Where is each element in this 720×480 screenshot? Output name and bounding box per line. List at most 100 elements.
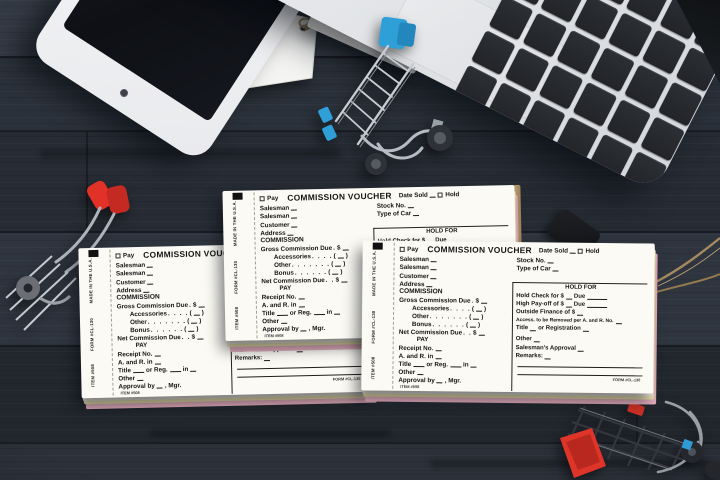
cart-wheel-hub: [23, 283, 33, 293]
hold-check-label: Hold Check for $: [516, 292, 564, 300]
other-label: Other: [118, 375, 136, 383]
pay-label: Pay: [407, 245, 419, 254]
type-of-car-line: [552, 266, 559, 272]
accessories-line: [475, 306, 482, 312]
salesman-label: Salesman: [259, 213, 290, 221]
paren-open: (: [471, 305, 474, 313]
access-line: [615, 319, 622, 325]
due-line: [587, 294, 608, 300]
title-label: Title: [398, 360, 412, 369]
high-payoff-row: High Pay-off of $ Due: [516, 300, 645, 310]
date-sold-label: Date Sold: [398, 191, 428, 200]
customer-line: [291, 222, 298, 228]
dot-leader: .: [471, 297, 475, 305]
gross-label: Gross Commission Due: [399, 296, 471, 305]
mgr-label: , Mgr.: [164, 382, 182, 390]
voucher-body: Pay COMMISSION VOUCHER Date Sold Hold Sa…: [398, 244, 648, 393]
title-short-line: [276, 310, 288, 317]
tablet-home-button: [118, 87, 130, 99]
or-registration-label: or Registration: [538, 325, 581, 333]
in-label: in: [182, 365, 189, 374]
plank-seam: [0, 130, 720, 132]
mini-cart-left: [5, 180, 130, 331]
other2-line: [417, 370, 424, 376]
approval-line: [300, 326, 307, 332]
salesman-label: Salesman: [399, 256, 430, 264]
paren-close: ): [343, 260, 346, 268]
salesman-approval-line: [577, 346, 584, 352]
due-line: [587, 302, 608, 308]
paren-open: (: [187, 317, 190, 325]
salesman-line: [430, 257, 438, 263]
remarks-line: [264, 355, 271, 362]
mini-cart-bottom-right: [560, 400, 720, 479]
receipt-line: [435, 345, 442, 351]
type-of-car-label: Type of Car: [516, 265, 551, 273]
outside-finance-label: Outside Finance of $: [516, 309, 576, 316]
stub-black-mark: [372, 242, 383, 250]
ar-label: A. and R. in: [261, 301, 297, 310]
address-label: Address: [399, 280, 425, 288]
commission-voucher-pad-right: MADE IN THE U.S.A. FORM #CL-130 ITEM #50…: [361, 240, 658, 405]
net-line: [341, 277, 348, 284]
ar-label: A. and R. in: [117, 358, 153, 367]
dot-leader: . . . . . . .: [429, 313, 469, 321]
bonus-label: Bonus: [130, 327, 150, 335]
bonus-label: Bonus: [411, 321, 432, 329]
gross-commission-row: Gross Commission Due . $: [399, 295, 512, 304]
customer-line: [147, 279, 154, 285]
receipt-line: [154, 351, 161, 357]
dot-leader: . .: [325, 277, 335, 285]
dot-leader: . . . . . . .: [291, 260, 331, 269]
address-label: Address: [116, 286, 142, 295]
commission-column: Address COMMISSION Gross Commission Due …: [116, 283, 231, 396]
dot-leader: . . . . . .: [150, 326, 184, 335]
pay-checkbox: [399, 246, 405, 252]
receipt-label: Receipt No.: [398, 344, 434, 352]
title-line: [530, 326, 537, 332]
paren-open: (: [333, 252, 336, 260]
cart-basket-wires: [5, 255, 77, 331]
net-label: Net Commission Due: [117, 334, 181, 343]
reg-short-line: [313, 310, 325, 316]
other2-line: [137, 376, 144, 382]
bonus-label: Bonus: [274, 269, 294, 278]
paren-open: (: [331, 260, 334, 268]
salesman-label: Salesman: [115, 262, 146, 270]
other-label: Other: [273, 261, 291, 270]
reg-short-line: [450, 362, 462, 368]
paren-open: (: [465, 321, 469, 329]
cart-handle: [378, 16, 417, 50]
paren-close: ): [345, 252, 348, 260]
cart-blue-bracket: [681, 438, 694, 451]
or-reg-label: or Reg.: [145, 366, 168, 374]
voucher-stub: MADE IN THE U.S.A. FORM #CL-130 ITEM #50…: [361, 240, 393, 390]
net-label: Net Commission Due: [261, 277, 325, 286]
dot-leader: . . . .: [311, 252, 333, 261]
hold-check-row: Hold Check for $ Due: [516, 291, 645, 301]
dollar-sign: $: [336, 244, 341, 252]
perforation-line: [392, 242, 395, 389]
registration-line: [582, 327, 589, 333]
twine-string: [655, 237, 720, 293]
net-line: [478, 331, 485, 337]
bonus-line: [332, 269, 339, 276]
plank-seam: [0, 56, 720, 58]
stock-no-line: [407, 203, 414, 209]
ar-line: [435, 354, 442, 360]
cart-handle-tubes: [54, 206, 116, 274]
cart-blue-corner: [318, 106, 333, 123]
dot-leader: . .: [181, 334, 191, 342]
in-line: [190, 366, 197, 372]
stock-no-label: Stock No.: [376, 202, 406, 211]
dot-leader: .: [188, 301, 193, 309]
other-line: [335, 261, 342, 267]
salesman-label: Salesman: [399, 264, 429, 272]
hold-label: Hold: [585, 247, 600, 255]
gross-line: [480, 298, 488, 304]
voucher-title: COMMISSION VOUCHER: [427, 244, 532, 256]
voucher-top-sheet: MADE IN THE U.S.A. FORM #CL-130 ITEM #50…: [361, 240, 655, 394]
cart-red-end: [560, 428, 606, 478]
mgr-label: , Mgr.: [308, 325, 326, 333]
